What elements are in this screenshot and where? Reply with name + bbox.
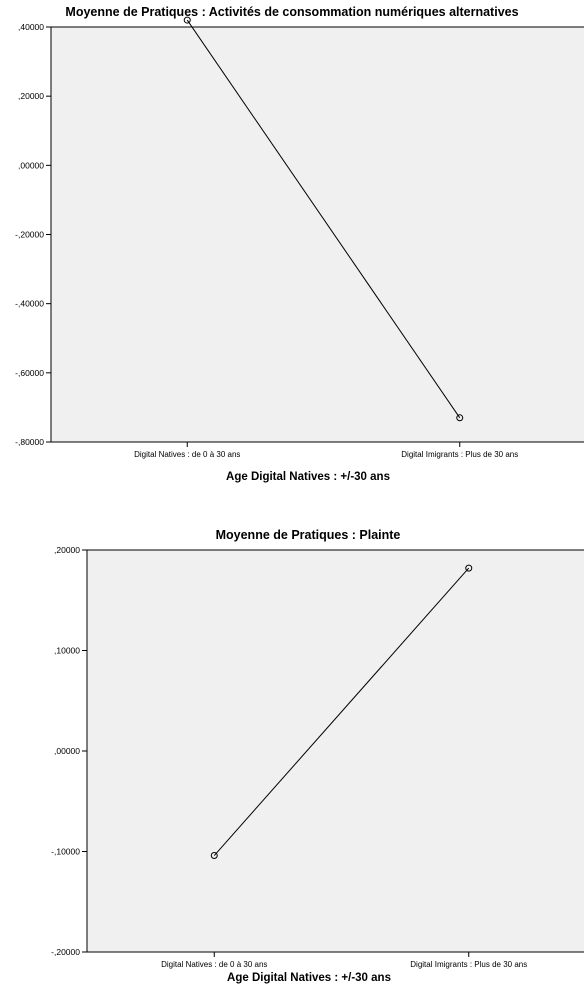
data-point — [456, 414, 464, 422]
y-tick-label: ,20000 — [54, 545, 80, 555]
y-tick-label: -,10000 — [51, 847, 80, 857]
data-point — [465, 564, 473, 572]
x-tick-label: Digital Natives : de 0 à 30 ans — [161, 960, 267, 969]
chart-title: Moyenne de Pratiques : Activités de cons… — [65, 5, 519, 19]
y-tick-label: -,80000 — [15, 437, 44, 447]
y-tick-label: ,10000 — [54, 646, 80, 656]
chart-plainte: Moyenne de Pratiques : Plainte ,20000 ,10… — [0, 518, 584, 994]
data-point — [183, 16, 191, 24]
y-tick-label: ,00000 — [54, 746, 80, 756]
x-tick-label: Digital Imigrants : Plus de 30 ans — [410, 960, 527, 969]
series-line — [186, 19, 461, 419]
y-tick-label: -,40000 — [15, 299, 44, 309]
plot-background — [86, 549, 584, 953]
chart-activites: Moyenne de Pratiques : Activités de cons… — [0, 0, 584, 495]
y-tick-label: -,20000 — [51, 947, 80, 957]
x-tick-label: Digital Imigrants : Plus de 30 ans — [401, 450, 518, 459]
chart-title: Moyenne de Pratiques : Plainte — [215, 528, 401, 542]
x-axis-label: Age Digital Natives : +/-30 ans — [227, 972, 391, 984]
y-tick-label: ,40000 — [18, 22, 44, 32]
x-tick-label: Digital Natives : de 0 à 30 ans — [134, 450, 240, 459]
series-line — [213, 567, 470, 856]
plot-area: ,20000 ,10000 ,00000 -,10000 -,20000 Digital … — [51, 545, 584, 969]
y-tick-label: ,00000 — [18, 160, 44, 170]
y-tick-label: -,60000 — [15, 368, 44, 378]
y-tick-label: ,20000 — [18, 91, 44, 101]
plot-area: ,40000 ,20000 ,00000 -,20000 -,40000 -,60000 -… — [15, 16, 584, 459]
data-point — [210, 852, 218, 860]
x-axis-label: Age Digital Natives : +/-30 ans — [226, 471, 390, 483]
y-tick-label: -,20000 — [15, 230, 44, 240]
plot-background — [50, 26, 584, 443]
